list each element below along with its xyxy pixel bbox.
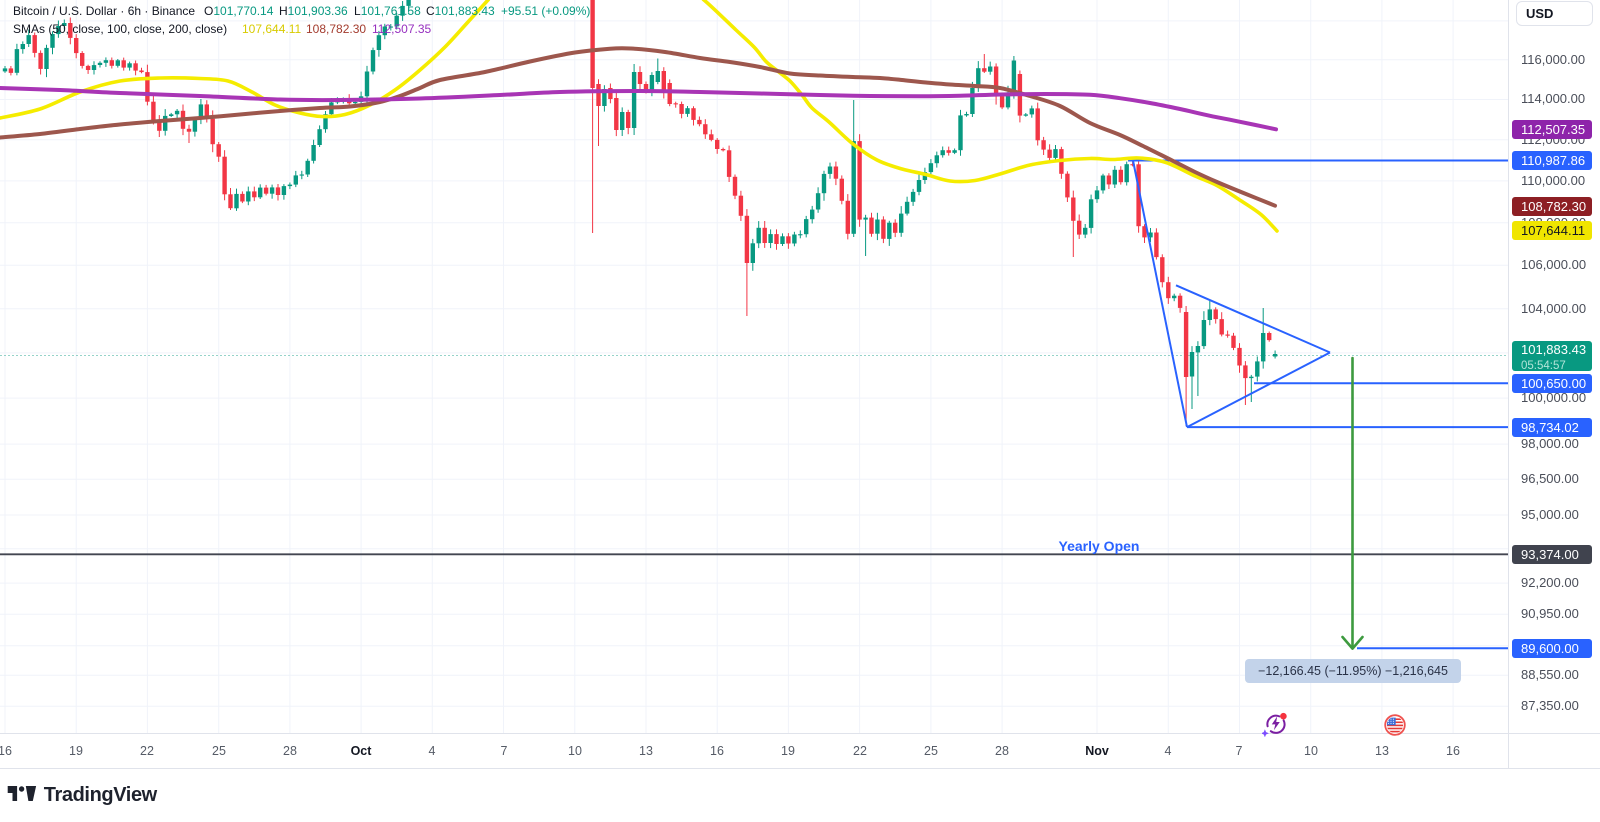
- svg-text:TradingView: TradingView: [44, 784, 158, 806]
